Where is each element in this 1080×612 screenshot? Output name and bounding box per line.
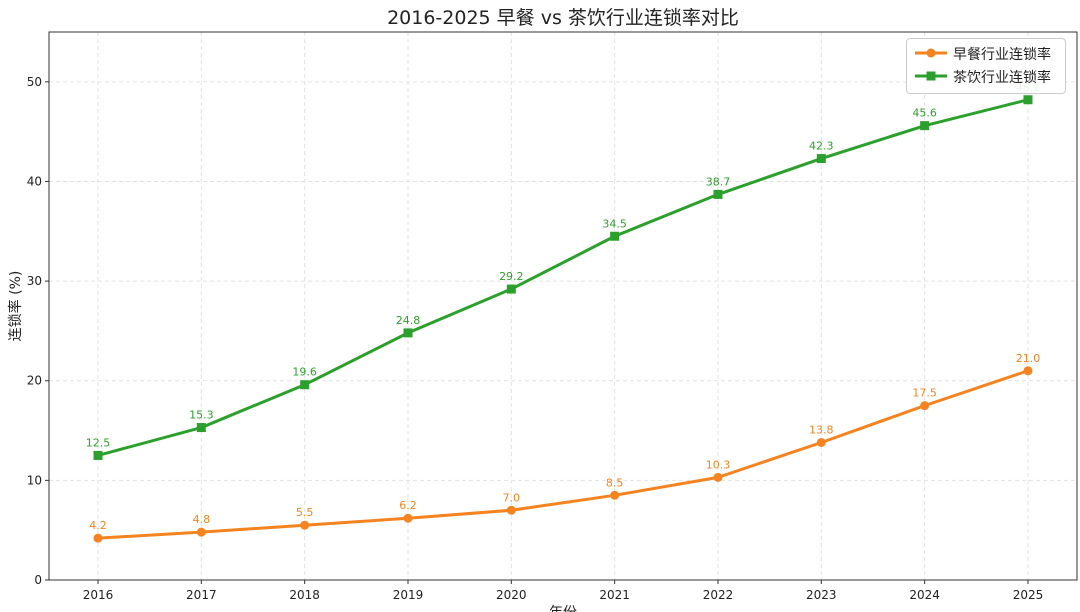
data-label: 4.2 bbox=[89, 519, 107, 532]
y-axis-label: 连锁率 (%) bbox=[7, 271, 24, 342]
data-point bbox=[1023, 95, 1033, 105]
series-line-breakfast bbox=[96, 369, 1030, 540]
data-point bbox=[93, 533, 103, 543]
data-label: 8.5 bbox=[606, 476, 624, 489]
x-tick-label: 2016 bbox=[83, 588, 114, 602]
series-line-tea bbox=[96, 98, 1030, 457]
data-label: 4.8 bbox=[193, 513, 211, 526]
series bbox=[93, 95, 1033, 543]
data-label: 21.0 bbox=[1016, 352, 1041, 365]
data-point bbox=[610, 231, 620, 241]
data-label: 45.6 bbox=[912, 107, 937, 120]
data-label: 6.2 bbox=[399, 499, 417, 512]
x-axis-label: 年份 bbox=[549, 605, 577, 612]
legend-item-breakfast: 早餐行业连锁率 bbox=[907, 43, 1065, 63]
plot-area bbox=[49, 32, 1077, 580]
data-label: 5.5 bbox=[296, 506, 314, 519]
x-tick-label: 2019 bbox=[393, 588, 424, 602]
x-tick-label: 2021 bbox=[599, 588, 630, 602]
axes bbox=[48, 31, 1078, 581]
data-point bbox=[196, 423, 206, 433]
data-point bbox=[816, 438, 826, 448]
x-tick-label: 2025 bbox=[1013, 588, 1044, 602]
x-tick-label: 2023 bbox=[806, 588, 837, 602]
data-point bbox=[403, 513, 413, 523]
data-point bbox=[506, 284, 516, 294]
data-label: 29.2 bbox=[499, 270, 524, 283]
data-point bbox=[816, 154, 826, 164]
data-label: 7.0 bbox=[503, 491, 521, 504]
x-tick-label: 2018 bbox=[289, 588, 320, 602]
data-point bbox=[300, 380, 310, 390]
data-label: 34.5 bbox=[602, 217, 627, 230]
data-point bbox=[196, 527, 206, 537]
chart-title: 2016-2025 早餐 vs 茶饮行业连锁率对比 bbox=[387, 7, 739, 29]
data-point bbox=[713, 189, 723, 199]
x-tick-label: 2017 bbox=[186, 588, 217, 602]
x-tick-label: 2022 bbox=[703, 588, 734, 602]
data-point bbox=[713, 472, 723, 482]
data-label: 17.5 bbox=[912, 387, 937, 400]
data-point bbox=[300, 520, 310, 530]
data-label: 42.3 bbox=[809, 140, 834, 153]
data-label: 10.3 bbox=[706, 458, 731, 471]
plot-frame bbox=[48, 31, 1078, 581]
data-point bbox=[610, 490, 620, 500]
legend-label-tea: 茶饮行业连锁率 bbox=[953, 70, 1051, 86]
y-tick-label: 40 bbox=[27, 174, 42, 188]
legend-label-breakfast: 早餐行业连锁率 bbox=[953, 47, 1051, 63]
data-point bbox=[506, 505, 516, 515]
y-tick-label: 20 bbox=[27, 374, 42, 388]
y-tick-label: 50 bbox=[27, 75, 42, 89]
data-point bbox=[920, 401, 930, 411]
data-point bbox=[403, 328, 413, 338]
axis-ticks: 2016 2017 2018 2019 2020 2021 2022 2023 2024 2025… bbox=[27, 75, 1044, 602]
x-tick-label: 2020 bbox=[496, 588, 527, 602]
y-tick-label: 0 bbox=[34, 573, 42, 587]
legend-line-square-icon bbox=[915, 71, 947, 81]
legend-item-tea: 茶饮行业连锁率 bbox=[907, 66, 1065, 86]
data-point bbox=[1023, 366, 1033, 376]
data-point bbox=[93, 450, 103, 460]
data-label: 38.7 bbox=[706, 175, 731, 188]
data-label: 13.8 bbox=[809, 424, 834, 437]
y-tick-label: 30 bbox=[27, 274, 42, 288]
x-tick-label: 2024 bbox=[909, 588, 940, 602]
data-label: 15.3 bbox=[189, 409, 214, 422]
y-tick-label: 10 bbox=[27, 473, 42, 487]
data-label: 12.5 bbox=[86, 436, 111, 449]
data-label: 19.6 bbox=[292, 366, 317, 379]
chart-legend: 早餐行业连锁率 茶饮行业连锁率 bbox=[906, 38, 1066, 94]
data-label: 24.8 bbox=[396, 314, 421, 327]
grid-lines bbox=[49, 32, 1077, 581]
data-point bbox=[920, 121, 930, 131]
legend-line-circle-icon bbox=[915, 48, 947, 58]
data-labels: 4.2 4.8 5.5 6.2 7.0 8.5 10.3 13.8 17.5 21.0 12.5 15… bbox=[86, 81, 1040, 532]
